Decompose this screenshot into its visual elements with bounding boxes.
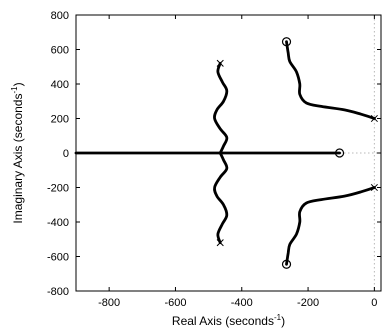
axis-ticks: -800 -600 -400 -200 0 -800 -600 -400 -200 0 200 400… [47, 10, 381, 309]
y-axis-label: Imaginary Axis (seconds-1) [10, 82, 25, 223]
locus-branch-3 [285, 40, 376, 120]
y-axis-label-text: Imaginary Axis (seconds [11, 94, 25, 224]
y-axis-label-sup: -1 [10, 86, 19, 94]
y-tick-label: -400 [47, 217, 69, 229]
pole-marker-4 [370, 183, 378, 192]
y-tick-label: -200 [47, 183, 69, 195]
x-axis-label-end: ) [281, 314, 285, 328]
zero-marker-2 [281, 259, 292, 269]
y-tick-label: -600 [47, 252, 69, 264]
x-axis-label-text: Real Axis (seconds [172, 314, 274, 328]
pole-zero-markers [216, 37, 378, 269]
locus-branch-4 [285, 186, 376, 266]
zero-marker-1 [281, 37, 292, 47]
locus-branch-1 [213, 61, 229, 155]
locus-branches [74, 40, 376, 266]
y-tick-label: 800 [51, 10, 69, 22]
y-tick-label: 400 [51, 79, 69, 91]
zero-marker-3 [334, 148, 345, 158]
y-tick-label: 0 [63, 148, 69, 160]
pole-marker-2 [216, 239, 224, 247]
x-axis-label-sup: -1 [274, 313, 282, 322]
x-tick-label: 0 [371, 297, 377, 309]
locus-branch-2 [213, 151, 229, 245]
y-tick-label: 200 [51, 114, 69, 126]
pole-marker-3 [370, 114, 378, 123]
x-tick-label: -800 [98, 297, 120, 309]
y-tick-label: 600 [51, 45, 69, 57]
x-axis-label: Real Axis (seconds-1) [172, 313, 285, 328]
x-tick-label: -600 [164, 297, 186, 309]
y-tick-label: -800 [47, 286, 69, 298]
x-tick-label: -200 [297, 297, 319, 309]
pole-marker-1 [216, 59, 224, 67]
x-tick-label: -400 [231, 297, 253, 309]
y-axis-label-end: ) [11, 82, 25, 86]
